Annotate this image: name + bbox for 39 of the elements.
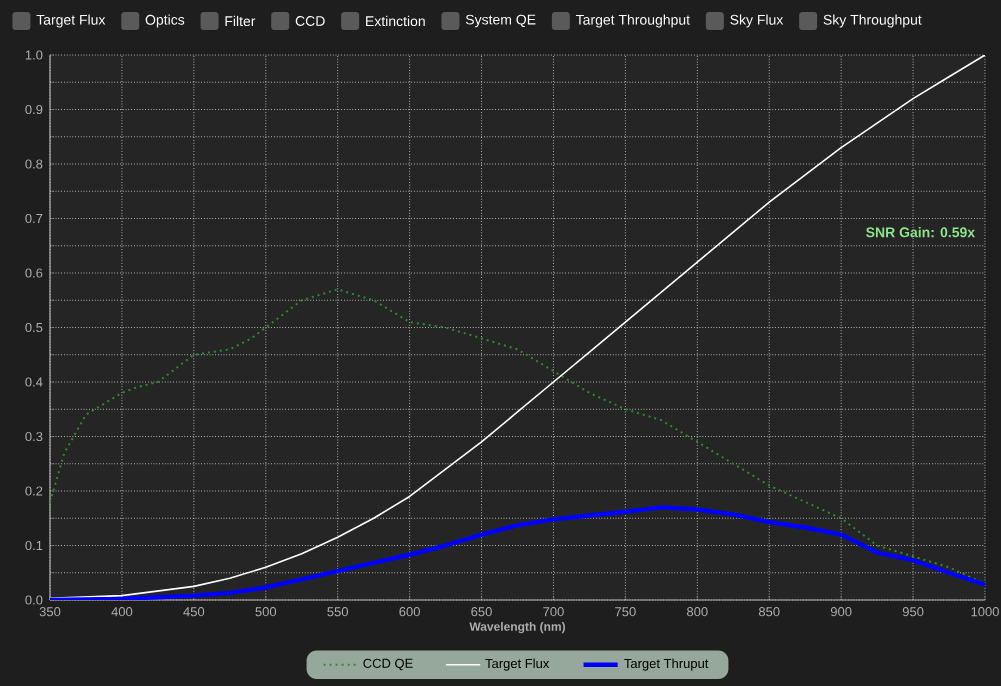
text: Optics [145,14,185,28]
legend-label: Target Thruput [624,658,709,671]
x-tick-label: 400 [111,607,133,617]
y-tick-label: 0.8 [25,159,43,169]
x-tick-label: 450 [183,607,205,617]
y-tick-label: 0.4 [25,377,43,387]
text: Sky Flux [730,14,784,28]
x-tick-label: 750 [615,607,636,617]
y-tick-label: 0.2 [25,486,43,496]
text: Filter [225,15,256,27]
annotation: SNR Gain: 0.59x [866,227,976,238]
x-tick-label: 350 [39,607,61,617]
y-tick-label: 0.7 [25,213,43,224]
text: System QE [465,14,536,28]
x-tick-label: 850 [758,607,780,617]
text: Sky Throughput [823,14,922,28]
y-tick-label: 0.5 [25,322,43,333]
y-tick-label: 0.6 [25,268,43,278]
x-tick-label: 700 [543,607,564,617]
y-tick-label: 0.9 [25,104,43,115]
x-tick-label: 550 [327,607,349,617]
y-tick-label: 0.0 [25,595,43,605]
x-tick-label: 1000 [971,607,999,617]
y-tick-label: 0.1 [25,540,43,551]
x-tick-label: 800 [687,607,708,617]
x-tick-label: 950 [902,607,924,617]
text: Target Throughput [575,14,690,28]
text: Target Flux [36,14,106,28]
text: Extinction [366,15,425,27]
y-tick-label: 1.0 [25,50,43,60]
legend-label: CCD QE [363,658,413,671]
x-tick-label: 900 [830,607,852,617]
x-tick-label: 500 [255,607,277,617]
x-axis-title: Wavelength (nm) [469,621,565,634]
x-tick-label: 650 [471,607,492,617]
text: CCD [295,16,325,26]
y-tick-label: 0.3 [25,431,43,442]
legend-label: Target Flux [485,658,550,671]
x-tick-label: 600 [399,607,420,617]
